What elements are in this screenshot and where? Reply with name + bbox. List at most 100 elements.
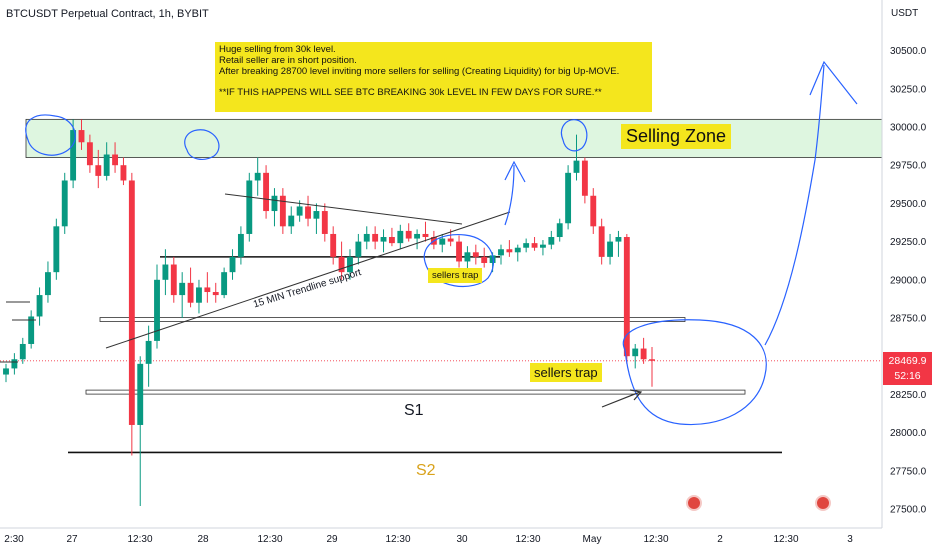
candle xyxy=(204,272,211,303)
candle xyxy=(649,347,655,387)
note-gap xyxy=(219,78,648,87)
candle xyxy=(53,218,60,280)
us-flag-event-icon[interactable] xyxy=(686,495,702,511)
candle-body xyxy=(271,195,278,212)
trap-circle-large xyxy=(622,319,767,426)
peak-circle xyxy=(560,119,588,152)
us-flag-event-icon[interactable] xyxy=(815,495,831,511)
arrow-head-icon xyxy=(629,389,643,401)
candle xyxy=(45,261,51,303)
time-tick-label: 12:30 xyxy=(643,534,668,545)
peak-circle xyxy=(184,129,220,160)
candle-body xyxy=(170,264,177,296)
last-price-value: 28469.9 xyxy=(888,355,927,367)
candle xyxy=(103,142,110,181)
candle xyxy=(632,343,639,369)
candle-body xyxy=(321,211,328,234)
arrow-head-icon xyxy=(504,160,526,183)
candle-body xyxy=(565,172,572,224)
price-tick-label: 28000.0 xyxy=(890,428,927,439)
candle xyxy=(11,353,18,375)
time-tick-label: 3 xyxy=(847,534,853,545)
price-tick-label: 27500.0 xyxy=(890,505,927,516)
candle-body xyxy=(28,316,35,344)
candle-body xyxy=(640,348,647,360)
candle-body xyxy=(397,230,404,244)
candle xyxy=(128,172,135,456)
candle-body xyxy=(154,279,160,341)
candle xyxy=(145,325,152,387)
selling-zone-label: Selling Zone xyxy=(621,124,732,149)
candle-body xyxy=(120,165,127,181)
candle xyxy=(506,240,513,257)
note-line: After breaking 28700 level inviting more… xyxy=(219,66,620,78)
candle xyxy=(514,244,521,262)
candle xyxy=(372,226,379,250)
candle-body xyxy=(649,359,655,361)
candle xyxy=(422,221,429,242)
candle xyxy=(170,256,177,303)
time-tick-label: 29 xyxy=(326,534,338,545)
candle-body xyxy=(330,233,337,257)
candle-body xyxy=(246,180,253,234)
candle-body xyxy=(347,256,353,273)
arrow-head-icon xyxy=(809,60,858,105)
candle xyxy=(221,267,228,299)
axis-unit-label: USDT xyxy=(891,8,919,19)
pointer-arrow xyxy=(601,391,641,408)
candle-body xyxy=(514,247,521,253)
candle xyxy=(573,134,580,181)
candle xyxy=(355,233,362,265)
support-s1-label: S1 xyxy=(404,402,424,419)
candle xyxy=(179,272,186,318)
candle xyxy=(154,264,160,349)
candle-body xyxy=(573,160,580,173)
price-tick-label: 30250.0 xyxy=(890,84,927,95)
candle-body xyxy=(237,233,244,257)
candle-body xyxy=(632,348,639,357)
price-tick-label: 29500.0 xyxy=(890,199,927,210)
candle-body xyxy=(204,287,211,293)
candle xyxy=(120,157,127,186)
note-line: **IF THIS HAPPENS WILL SEE BTC BREAKING … xyxy=(219,86,602,98)
candle-body xyxy=(456,241,462,262)
candle xyxy=(405,223,412,242)
candle xyxy=(61,172,68,234)
support-level-box xyxy=(85,389,746,395)
candle-body xyxy=(78,130,85,143)
candle-body xyxy=(414,233,421,239)
candle-body xyxy=(338,256,345,273)
price-tick-label: 30500.0 xyxy=(890,46,927,57)
candle xyxy=(481,247,488,268)
time-tick-label: May xyxy=(583,534,602,545)
candle xyxy=(615,230,622,257)
candle xyxy=(380,229,387,253)
candle-body xyxy=(531,243,538,248)
candle-body xyxy=(313,211,320,219)
candle-body xyxy=(296,206,303,216)
time-tick-label: 12:30 xyxy=(385,534,410,545)
candle-body xyxy=(363,233,370,242)
candle xyxy=(581,157,588,204)
candle xyxy=(414,229,421,250)
trap-circle xyxy=(423,233,494,288)
candle xyxy=(78,119,85,150)
candle-body xyxy=(498,249,504,256)
candle xyxy=(36,287,43,326)
candle-body xyxy=(187,282,194,303)
candle-body xyxy=(464,252,471,262)
candle xyxy=(330,226,337,265)
candle xyxy=(19,337,26,364)
candle-body xyxy=(506,249,513,253)
candle xyxy=(472,244,479,265)
time-tick-label: 27 xyxy=(66,534,78,545)
candle-body xyxy=(179,282,186,296)
candle xyxy=(86,134,93,173)
candle-body xyxy=(388,237,395,244)
candle-body xyxy=(481,256,488,263)
price-tick-label: 29750.0 xyxy=(890,161,927,172)
chart-title: BTCUSDT Perpetual Contract, 1h, BYBIT xyxy=(6,8,209,20)
candle-body xyxy=(3,368,9,375)
candle-body xyxy=(212,292,219,296)
